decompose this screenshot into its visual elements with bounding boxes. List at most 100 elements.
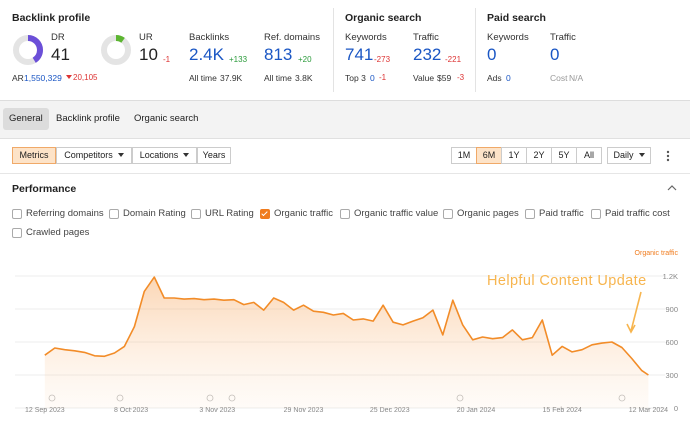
annotation: Helpful Content Update <box>487 273 647 289</box>
checkbox-label[interactable]: Organic pages <box>457 208 519 219</box>
sub-change: -1 <box>379 73 387 82</box>
sub-value: 0 <box>370 73 375 83</box>
traffic-change: -221 <box>445 55 462 64</box>
keywords-change: -273 <box>374 55 391 64</box>
donut-arc <box>13 35 43 65</box>
x-tick-label: 25 Dec 2023 <box>370 407 410 414</box>
x-tick-label: 15 Feb 2024 <box>543 407 582 414</box>
x-tick-label: 12 Mar 2024 <box>629 407 668 414</box>
profile-title: Backlink profile <box>12 12 91 24</box>
range-button[interactable]: 1M <box>451 147 477 164</box>
traffic-label: Traffic <box>550 32 576 43</box>
range-button[interactable]: All <box>576 147 602 164</box>
rating-donut <box>101 35 131 65</box>
ar-value: 1,550,329 <box>24 73 62 83</box>
checkbox-label[interactable]: Organic traffic <box>274 208 333 219</box>
search-title: Paid search <box>487 12 546 24</box>
collapse-icon[interactable] <box>667 184 677 192</box>
backlinks-value: 2.4K <box>189 45 224 64</box>
sub-change: -3 <box>457 73 465 82</box>
donut-arc <box>101 35 131 65</box>
sub-value: N/A <box>569 73 584 83</box>
checkbox-label[interactable]: Paid traffic <box>539 208 584 219</box>
checkbox[interactable] <box>525 209 535 219</box>
keywords-value: 741 <box>345 45 374 64</box>
x-tick-label: 20 Jan 2024 <box>457 407 496 414</box>
checkbox-label[interactable]: Domain Rating <box>123 208 186 219</box>
divider <box>0 173 690 174</box>
section-title: Performance <box>12 183 77 195</box>
x-tick-label: 8 Oct 2023 <box>114 407 148 414</box>
y-axis-label: Organic traffic <box>635 250 679 257</box>
donut-track <box>101 35 131 65</box>
backlinks-change: +133 <box>229 55 248 64</box>
filter-button[interactable]: Locations <box>132 147 197 164</box>
sub-value: $59 <box>437 73 452 83</box>
keywords-value: 0 <box>487 45 497 64</box>
keywords-label: Keywords <box>345 32 387 43</box>
range-button[interactable]: 6M <box>476 147 502 164</box>
area-fill <box>44 277 649 408</box>
checkbox[interactable] <box>191 209 201 219</box>
divider <box>333 8 334 92</box>
ar-change: 20,105 <box>66 73 97 83</box>
summary-panel <box>0 0 690 101</box>
domains-change: +20 <box>298 55 312 64</box>
checkbox[interactable] <box>340 209 350 219</box>
interval-select[interactable]: Daily <box>607 147 651 164</box>
ur-value: 10 <box>139 45 158 64</box>
sub-label: All time <box>264 73 292 83</box>
dr-value: 41 <box>51 45 70 64</box>
divider <box>475 8 476 92</box>
tab[interactable]: Organic search <box>134 113 199 124</box>
chart: Organic traffic 0 300 600 900 1.2K 12 Sep 2023… <box>15 250 679 414</box>
y-tick-label: 0 <box>674 404 678 413</box>
sub-value: 37.9K <box>220 73 243 83</box>
checkbox-label[interactable]: Organic traffic value <box>354 208 439 219</box>
sub-value: 0 <box>506 73 511 83</box>
sub-label: Ads <box>487 73 502 83</box>
checkbox-label[interactable]: Paid traffic cost <box>605 208 670 219</box>
filter-button[interactable]: Metrics <box>12 147 56 164</box>
filter-button[interactable]: Competitors <box>56 147 132 164</box>
ur-label: UR <box>139 32 153 43</box>
checkbox[interactable] <box>109 209 119 219</box>
tab[interactable]: General <box>3 108 49 130</box>
y-tick-label: 600 <box>665 338 678 347</box>
x-tick-label: 3 Nov 2023 <box>199 407 235 414</box>
sub-value: 3.8K <box>295 73 313 83</box>
checkbox-label[interactable]: URL Rating <box>205 208 254 219</box>
x-tick-label: 12 Sep 2023 <box>25 407 65 414</box>
checkbox-label[interactable]: Crawled pages <box>26 227 90 238</box>
more-menu[interactable] <box>664 150 672 162</box>
checkbox[interactable] <box>12 209 22 219</box>
checkbox[interactable] <box>443 209 453 219</box>
ur-change: -1 <box>163 55 171 64</box>
keywords-label: Keywords <box>487 32 529 43</box>
checkbox[interactable] <box>12 228 22 238</box>
y-tick-label: 900 <box>665 305 678 314</box>
range-button[interactable]: 5Y <box>551 147 577 164</box>
sub-label: Top 3 <box>345 73 366 83</box>
x-tick-label: 29 Nov 2023 <box>284 407 324 414</box>
filter-button[interactable]: Years <box>197 147 231 164</box>
tab-bar <box>0 101 690 139</box>
checkbox-label[interactable]: Referring domains <box>26 208 104 219</box>
sub-label: Value <box>413 73 435 83</box>
traffic-line <box>44 276 649 376</box>
range-button[interactable]: 1Y <box>501 147 527 164</box>
sub-label: Cost <box>550 73 568 83</box>
range-button[interactable]: 2Y <box>526 147 552 164</box>
tab[interactable]: Backlink profile <box>56 113 120 124</box>
traffic-value: 0 <box>550 45 560 64</box>
domains-label: Ref. domains <box>264 32 320 43</box>
sub-label: All time <box>189 73 217 83</box>
backlinks-label: Backlinks <box>189 32 230 43</box>
checkbox[interactable] <box>260 209 270 219</box>
checkbox[interactable] <box>591 209 601 219</box>
traffic-label: Traffic <box>413 32 439 43</box>
traffic-value: 232 <box>413 45 442 64</box>
ar-label: AR <box>12 73 24 83</box>
